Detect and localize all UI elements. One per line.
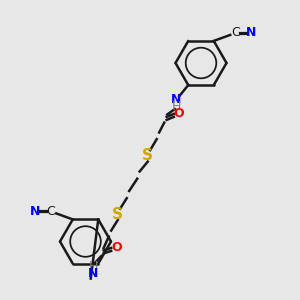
Text: H: H <box>172 100 181 113</box>
Text: C: C <box>231 26 240 39</box>
Text: S: S <box>142 148 153 163</box>
Text: N: N <box>88 267 98 280</box>
Text: N: N <box>30 205 40 218</box>
Text: H: H <box>88 260 98 273</box>
Text: N: N <box>246 26 256 39</box>
Text: N: N <box>171 93 181 106</box>
Text: O: O <box>111 241 122 254</box>
Text: C: C <box>46 205 55 218</box>
Text: O: O <box>173 107 184 120</box>
Text: S: S <box>112 207 123 222</box>
